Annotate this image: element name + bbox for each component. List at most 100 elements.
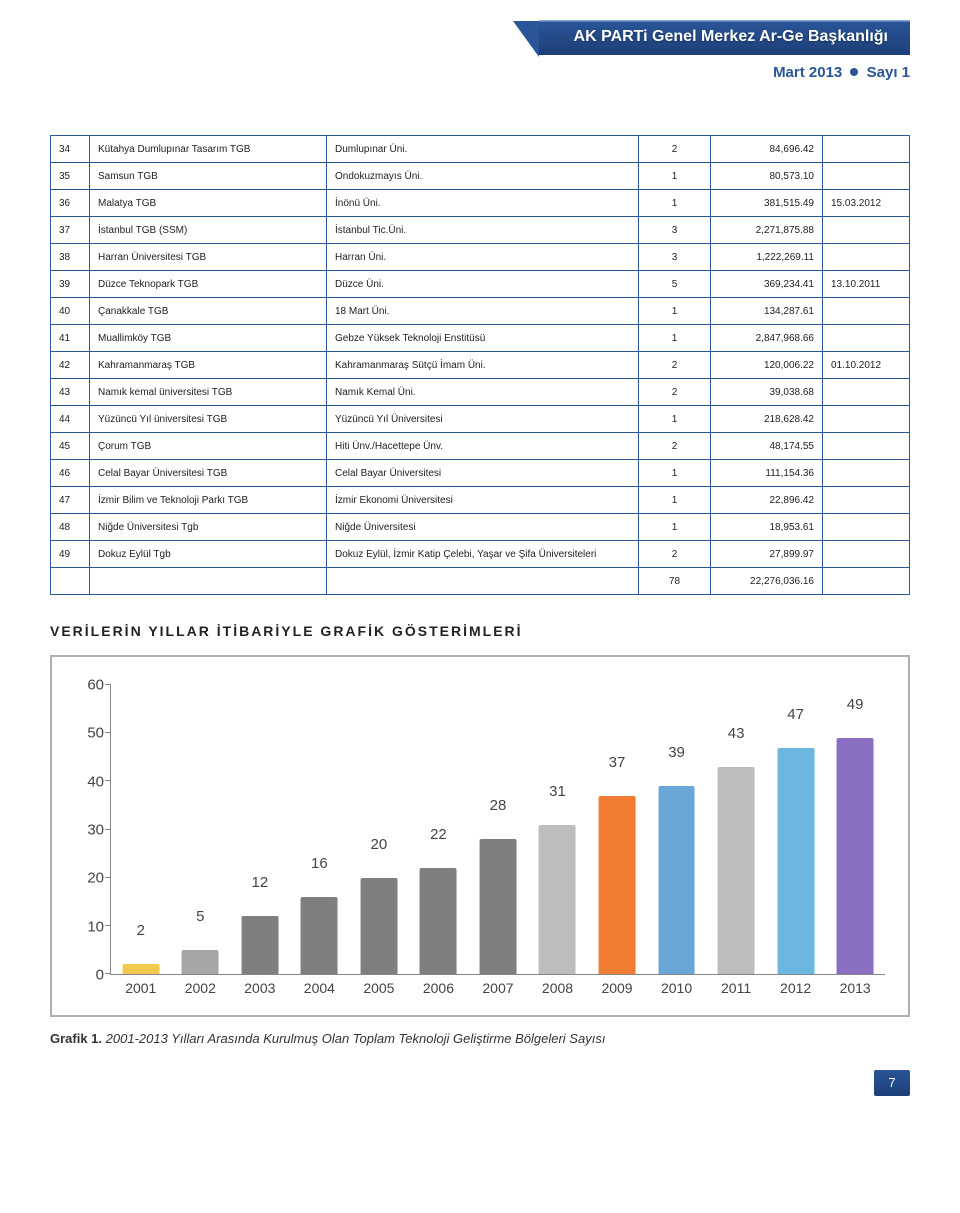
row-tgb-name: Celal Bayar Üniversitesi TGB — [90, 460, 327, 487]
row-area: 120,006.22 — [711, 352, 823, 379]
bar-slot: 22001 — [111, 685, 171, 974]
row-date: 01.10.2012 — [823, 352, 910, 379]
table-row: 43Namık kemal üniversitesi TGBNamık Kema… — [51, 379, 910, 406]
y-axis-label: 20 — [70, 870, 104, 887]
table-row: 41Muallimköy TGBGebze Yüksek Teknoloji E… — [51, 325, 910, 352]
row-tgb-name: İstanbul TGB (SSM) — [90, 217, 327, 244]
bar-slot: 392010 — [647, 685, 707, 974]
row-count: 1 — [639, 163, 711, 190]
bar-slot: 162004 — [290, 685, 350, 974]
bar-value-label: 22 — [430, 826, 447, 847]
bar-value-label: 39 — [668, 744, 685, 765]
row-university: İnönü Üni. — [327, 190, 639, 217]
y-axis-label: 50 — [70, 725, 104, 742]
row-date — [823, 541, 910, 568]
x-axis-label: 2005 — [363, 974, 394, 996]
caption-text: 2001-2013 Yılları Arasında Kurulmuş Olan… — [102, 1031, 605, 1046]
total-count: 78 — [639, 568, 711, 595]
row-area: 218,628.42 — [711, 406, 823, 433]
table-row: 45Çorum TGBHiti Ünv./Hacettepe Ünv.248,1… — [51, 433, 910, 460]
y-axis-label: 0 — [70, 967, 104, 984]
bar-slot: 472012 — [766, 685, 826, 974]
bar — [658, 786, 695, 974]
row-area: 381,515.49 — [711, 190, 823, 217]
row-date — [823, 217, 910, 244]
row-university: Dumlupınar Üni. — [327, 136, 639, 163]
row-area: 80,573.10 — [711, 163, 823, 190]
row-tgb-name: Kütahya Dumlupınar Tasarım TGB — [90, 136, 327, 163]
bar-value-label: 12 — [251, 874, 268, 895]
y-axis-tick — [105, 925, 111, 926]
row-index: 34 — [51, 136, 90, 163]
table-row: 37İstanbul TGB (SSM)İstanbul Tic.Üni.32,… — [51, 217, 910, 244]
bar — [360, 878, 397, 974]
row-date — [823, 406, 910, 433]
row-tgb-name: Çanakkale TGB — [90, 298, 327, 325]
row-university: Kahramanmaraş Sütçü İmam Üni. — [327, 352, 639, 379]
row-area: 22,896.42 — [711, 487, 823, 514]
issue-month: Mart 2013 — [773, 64, 842, 81]
row-index: 39 — [51, 271, 90, 298]
row-university: Harran Üni. — [327, 244, 639, 271]
row-area: 369,234.41 — [711, 271, 823, 298]
bar — [718, 767, 755, 974]
table-row: 35Samsun TGBOndokuzmayıs Üni.180,573.10 — [51, 163, 910, 190]
row-tgb-name: Namık kemal üniversitesi TGB — [90, 379, 327, 406]
y-axis-tick — [105, 684, 111, 685]
row-tgb-name: Dokuz Eylül Tgb — [90, 541, 327, 568]
bar-value-label: 20 — [371, 836, 388, 857]
row-date — [823, 325, 910, 352]
row-index: 41 — [51, 325, 90, 352]
row-university: Ondokuzmayıs Üni. — [327, 163, 639, 190]
y-axis-label: 60 — [70, 677, 104, 694]
row-date — [823, 163, 910, 190]
table-row: 38Harran Üniversitesi TGBHarran Üni.31,2… — [51, 244, 910, 271]
row-index: 43 — [51, 379, 90, 406]
row-area: 2,847,968.66 — [711, 325, 823, 352]
table-row: 40Çanakkale TGB18 Mart Üni.1134,287.61 — [51, 298, 910, 325]
row-tgb-name: Harran Üniversitesi TGB — [90, 244, 327, 271]
row-index: 47 — [51, 487, 90, 514]
row-count: 3 — [639, 217, 711, 244]
row-count: 2 — [639, 541, 711, 568]
row-index: 46 — [51, 460, 90, 487]
row-university: Niğde Üniversitesi — [327, 514, 639, 541]
row-count: 3 — [639, 244, 711, 271]
bar — [182, 950, 219, 974]
bar-value-label: 43 — [728, 725, 745, 746]
row-date — [823, 244, 910, 271]
bar-slot: 282007 — [468, 685, 528, 974]
row-area: 48,174.55 — [711, 433, 823, 460]
row-count: 5 — [639, 271, 711, 298]
bar — [599, 796, 636, 974]
row-index: 49 — [51, 541, 90, 568]
bar-slot: 202005 — [349, 685, 409, 974]
tgb-table: 34Kütahya Dumlupınar Tasarım TGBDumlupın… — [50, 135, 910, 595]
bar-chart: 2200152002122003162004202005222006282007… — [70, 675, 890, 1005]
bar — [301, 897, 338, 974]
row-university: İzmir Ekonomi Üniversitesi — [327, 487, 639, 514]
bar-value-label: 31 — [549, 783, 566, 804]
row-date — [823, 136, 910, 163]
row-date — [823, 514, 910, 541]
bar — [777, 748, 814, 974]
table-row: 47İzmir Bilim ve Teknoloji Parkı TGBİzmi… — [51, 487, 910, 514]
issue-number: Sayı 1 — [867, 64, 910, 81]
row-area: 111,154.36 — [711, 460, 823, 487]
bar — [241, 916, 278, 974]
chart-container: 2200152002122003162004202005222006282007… — [50, 655, 910, 1017]
row-university: Yüzüncü Yıl Üniversitesi — [327, 406, 639, 433]
row-index: 48 — [51, 514, 90, 541]
row-area: 18,953.61 — [711, 514, 823, 541]
y-axis-tick — [105, 877, 111, 878]
bar-value-label: 47 — [787, 706, 804, 727]
row-date — [823, 433, 910, 460]
row-date: 13.10.2011 — [823, 271, 910, 298]
row-date — [823, 298, 910, 325]
row-count: 2 — [639, 352, 711, 379]
y-axis-label: 10 — [70, 918, 104, 935]
row-area: 134,287.61 — [711, 298, 823, 325]
y-axis-tick — [105, 732, 111, 733]
row-index: 44 — [51, 406, 90, 433]
x-axis-label: 2009 — [601, 974, 632, 996]
